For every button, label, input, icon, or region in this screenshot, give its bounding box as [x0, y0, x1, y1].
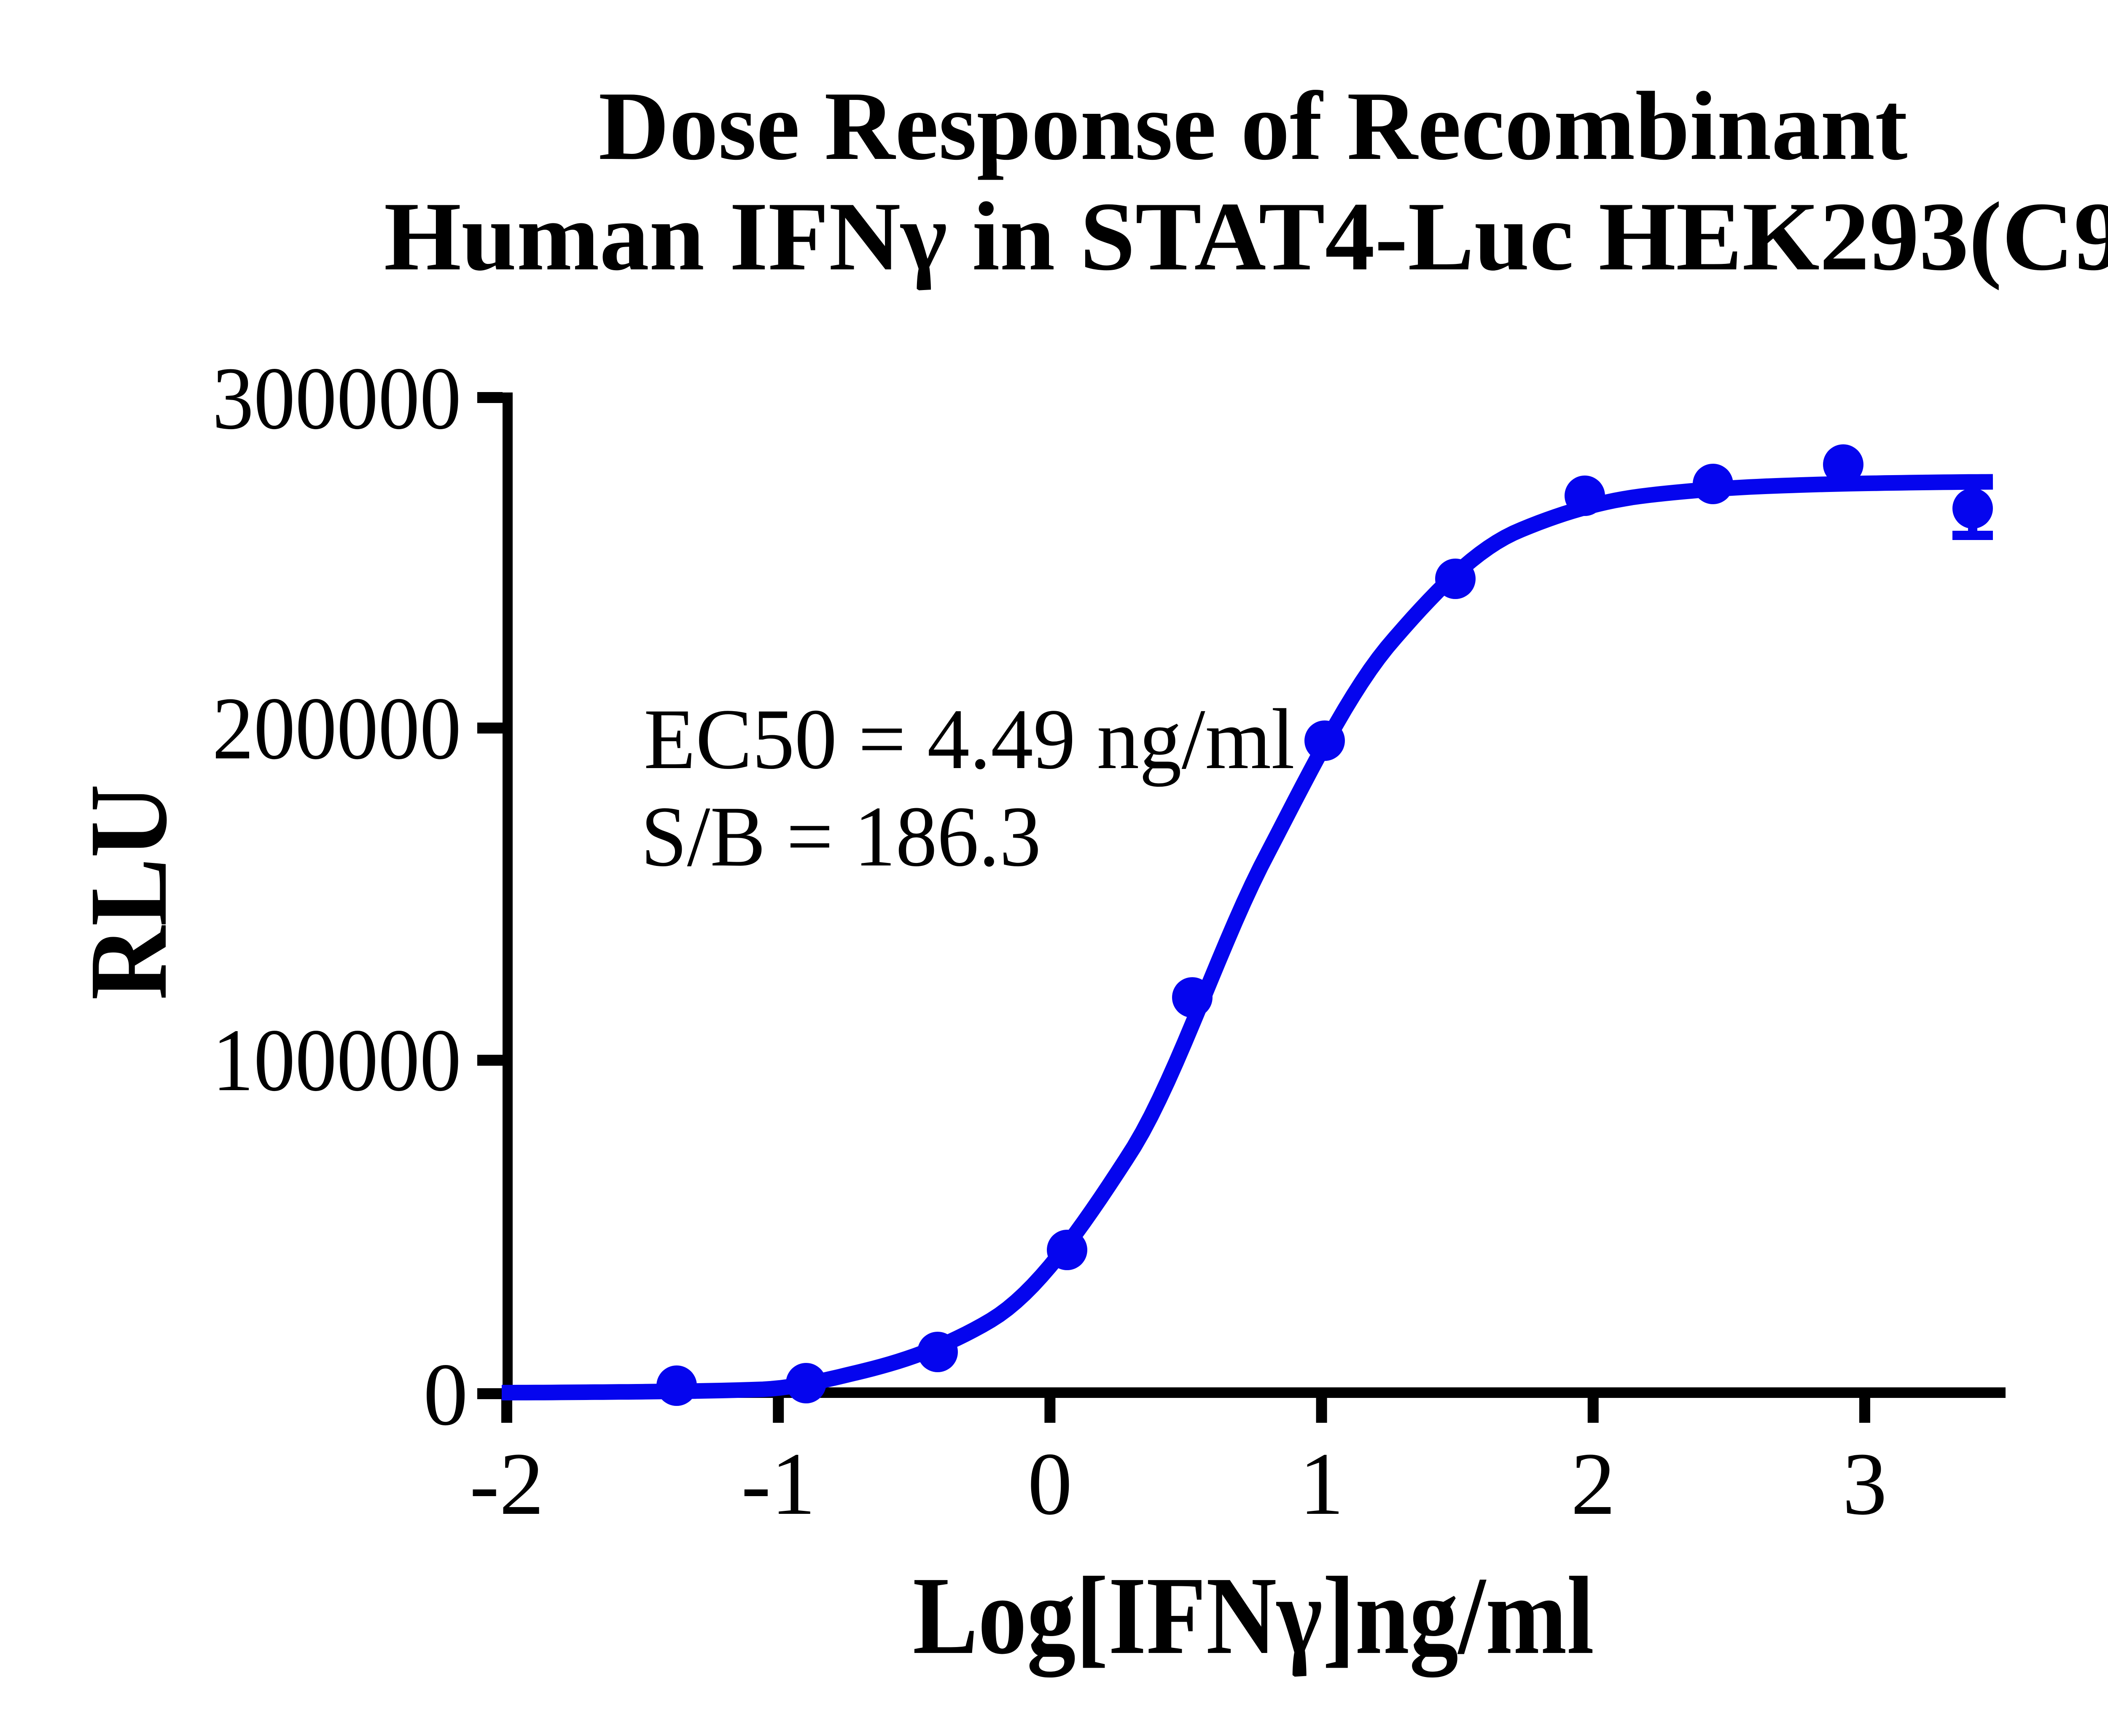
svg-text:1: 1: [1299, 1434, 1344, 1533]
svg-text:Log[IFNγ]ng/ml: Log[IFNγ]ng/ml: [913, 1554, 1594, 1679]
svg-text:S/B = 186.3: S/B = 186.3: [641, 789, 1041, 884]
svg-text:2: 2: [1571, 1434, 1616, 1533]
svg-text:-1: -1: [741, 1434, 816, 1533]
svg-text:100000: 100000: [212, 1010, 461, 1110]
svg-text:3: 3: [1842, 1434, 1887, 1533]
svg-text:200000: 200000: [212, 679, 461, 778]
svg-text:EC50 = 4.49 ng/ml: EC50 = 4.49 ng/ml: [644, 691, 1295, 787]
svg-text:-2: -2: [470, 1434, 544, 1533]
svg-text:0: 0: [423, 1345, 468, 1444]
svg-text:0: 0: [1027, 1434, 1072, 1533]
svg-text:Human IFNγ in STAT4-Luc HEK293: Human IFNγ in STAT4-Luc HEK293(C9): [384, 182, 2108, 291]
svg-text:300000: 300000: [212, 349, 461, 448]
svg-text:Dose Response of Recombinant: Dose Response of Recombinant: [599, 72, 1908, 180]
svg-text:RLU: RLU: [67, 784, 190, 1000]
